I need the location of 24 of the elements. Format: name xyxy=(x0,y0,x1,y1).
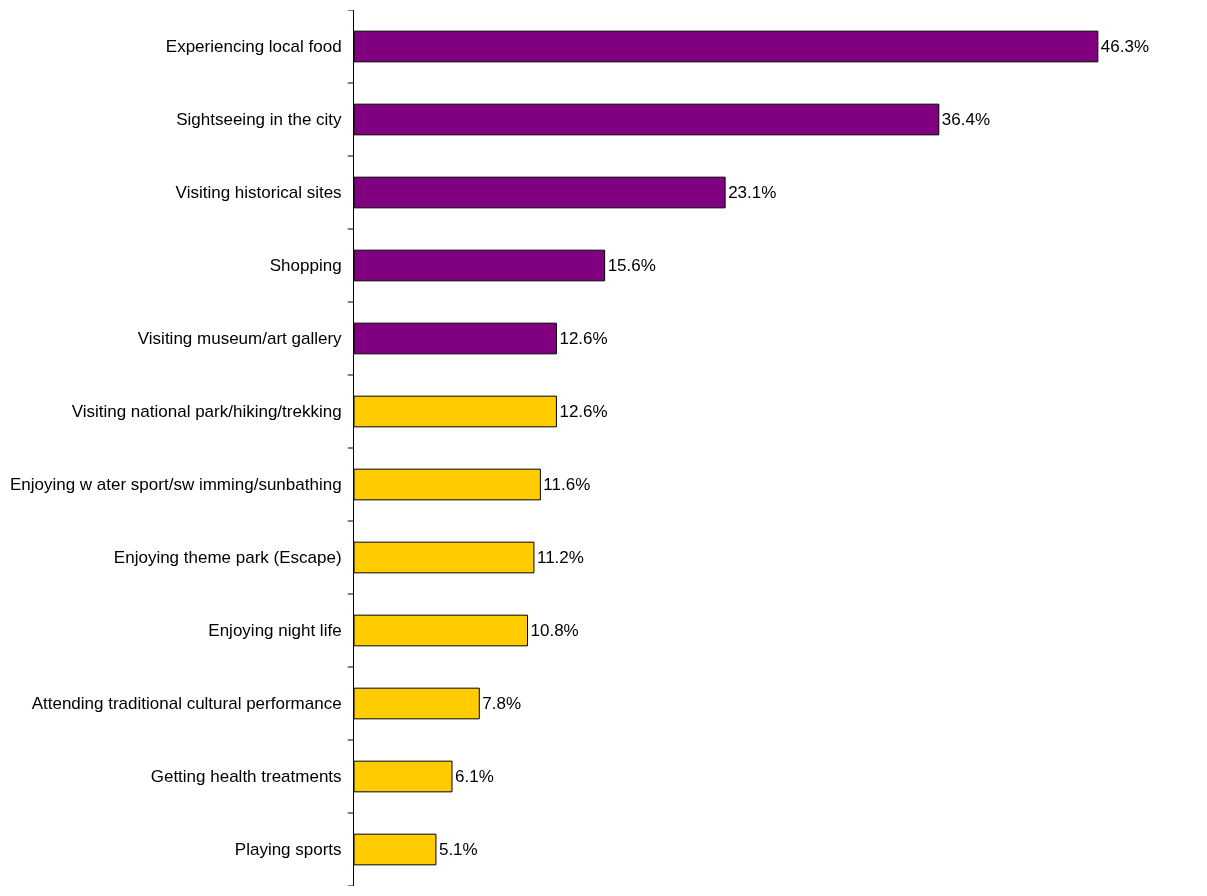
data-label: 12.6% xyxy=(559,402,608,421)
y-tick-label: Sightseeing in the city xyxy=(176,110,343,130)
data-label: 10.8% xyxy=(530,621,579,640)
y-tick-label: Visiting historical sites xyxy=(175,183,342,203)
y-tick-label: Getting health treatments xyxy=(150,767,342,787)
y-tick-label: Enjoying night life xyxy=(208,621,342,641)
data-label: 6.1% xyxy=(455,767,494,786)
y-tick-label: Enjoying theme park (Escape) xyxy=(113,548,342,568)
data-label: 15.6% xyxy=(607,256,656,275)
y-tick-label: Visiting museum/art gallery xyxy=(137,329,343,349)
data-label: 36.4% xyxy=(941,110,990,129)
data-label: 5.1% xyxy=(438,840,478,859)
y-tick-label: Playing sports xyxy=(234,840,342,860)
data-label: 7.8% xyxy=(482,694,522,713)
data-label: 11.6% xyxy=(543,475,591,494)
y-tick-label: Enjoying w ater sport/sw imming/sunbathing xyxy=(9,475,342,495)
data-label: 46.3% xyxy=(1100,37,1150,56)
data-label: 12.6% xyxy=(559,329,608,348)
y-tick-label: Attending traditional cultural performance xyxy=(31,694,342,714)
y-tick-label: Visiting national park/hiking/trekking xyxy=(71,402,342,422)
data-label: 23.1% xyxy=(728,183,777,202)
y-tick-label: Experiencing local food xyxy=(165,37,342,57)
y-tick-label: Shopping xyxy=(269,256,342,276)
data-label: 11.2% xyxy=(536,548,584,567)
